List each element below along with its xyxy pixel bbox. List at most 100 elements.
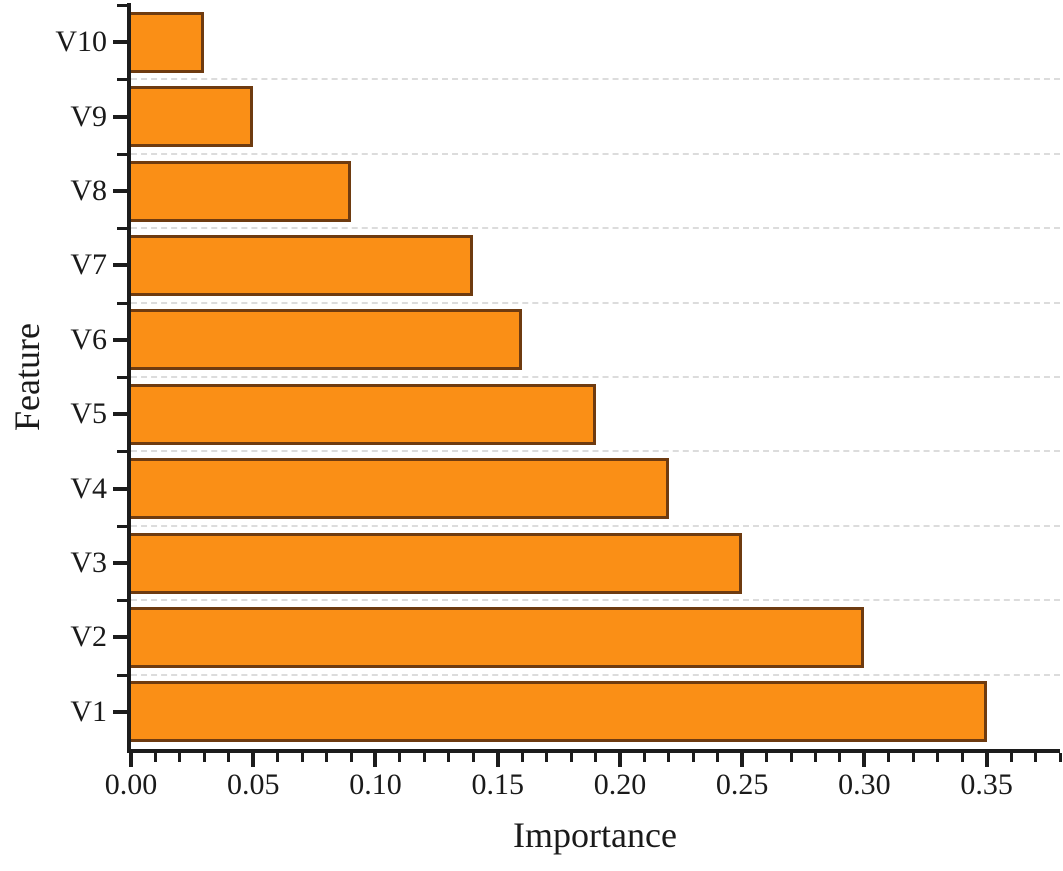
x-minor-tick [349,753,353,762]
x-minor-tick [960,753,964,762]
x-major-tick [984,753,989,767]
bar-v10 [131,11,205,73]
bar-v3 [131,532,743,594]
y-minor-tick [117,599,127,603]
x-minor-tick [447,753,451,762]
gridline [131,78,1060,81]
y-major-tick [113,412,127,417]
x-major-tick [495,753,500,767]
x-major-tick [251,753,256,767]
y-major-tick [113,486,127,491]
x-tick-label: 0.15 [471,768,524,801]
x-tick-label: 0.30 [838,768,891,801]
y-major-tick [113,40,127,45]
bar-v4 [131,458,669,520]
y-major-tick [113,114,127,119]
y-tick-label: V3 [70,546,107,579]
y-major-tick [113,263,127,268]
x-minor-tick [594,753,597,762]
x-minor-tick [911,753,915,762]
x-tick-label: 0.25 [715,768,769,801]
x-minor-tick [765,753,769,762]
bar-v1 [131,681,987,743]
x-major-tick [373,753,378,767]
y-minor-tick [117,376,127,379]
bar-v2 [131,606,865,668]
x-tick-label: 0.00 [104,768,158,801]
y-major-tick [113,189,127,193]
x-minor-tick [325,753,329,762]
y-tick-label: V7 [70,248,107,282]
gridline [131,227,1060,230]
gridline [131,152,1060,155]
y-minor-tick [117,227,127,231]
x-minor-tick [1058,753,1062,762]
y-minor-tick [117,4,127,7]
x-minor-tick [202,753,206,762]
x-minor-tick [936,753,940,762]
y-tick-label: V10 [55,25,107,59]
x-tick-label: 0.35 [960,768,1013,801]
gridline [131,524,1060,527]
y-axis-spine [127,3,131,753]
x-major-tick [740,753,745,767]
x-minor-tick [227,753,231,762]
x-minor-tick [153,753,157,762]
x-tick-label: 0.05 [226,768,280,801]
x-minor-tick [667,753,671,762]
x-minor-tick [178,753,182,762]
y-tick-label: V9 [70,99,107,133]
x-minor-tick [300,753,304,762]
y-tick-label: V6 [70,322,107,356]
y-major-tick [113,337,127,342]
x-minor-tick [887,753,891,762]
x-axis-spine [127,749,1060,753]
x-major-tick [129,753,133,767]
x-minor-tick [642,753,646,762]
x-tick-label: 0.10 [349,768,402,801]
y-minor-tick [117,301,127,305]
gridline [131,301,1060,304]
x-minor-tick [814,753,818,762]
x-minor-tick [422,753,426,762]
x-minor-tick [716,753,720,762]
x-major-tick [617,753,622,767]
x-major-tick [862,753,867,767]
x-tick-label: 0.20 [593,768,647,801]
y-major-tick [113,709,127,714]
plot-area [113,3,1062,767]
y-minor-tick [117,673,127,677]
x-minor-tick [1009,753,1013,762]
y-minor-tick [117,524,127,528]
x-minor-tick [471,753,475,762]
x-axis-title: Importance [513,815,677,855]
y-major-tick [113,635,127,640]
y-minor-tick [117,152,127,156]
bar-v7 [131,234,474,296]
bar-v9 [131,86,254,148]
gridline [131,450,1060,453]
y-minor-tick [117,78,127,82]
x-minor-tick [838,753,842,762]
bar-v6 [131,309,523,371]
y-tick-label: V4 [70,471,107,505]
x-minor-tick [545,753,549,762]
x-minor-tick [1034,753,1038,762]
bar-v8 [131,160,352,222]
y-minor-tick [117,450,127,454]
y-tick-label: V1 [70,694,107,728]
y-tick-label: V2 [70,620,107,654]
gridline [131,599,1060,602]
x-minor-tick [398,753,402,762]
y-tick-label: V5 [70,397,107,431]
x-minor-tick [520,753,524,762]
y-major-tick [113,561,127,565]
gridline [131,376,1060,378]
bar-v5 [131,383,596,445]
gridline [131,673,1060,676]
x-minor-tick [691,753,695,762]
x-minor-tick [789,753,793,762]
x-minor-tick [276,753,280,762]
y-tick-label: V8 [70,174,107,207]
